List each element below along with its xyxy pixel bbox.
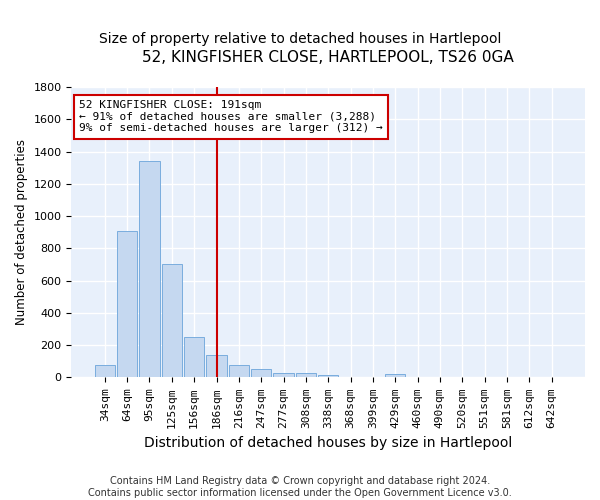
Bar bbox=[139, 161, 160, 378]
Bar bbox=[184, 337, 204, 378]
Bar bbox=[206, 355, 227, 378]
Y-axis label: Number of detached properties: Number of detached properties bbox=[15, 139, 28, 325]
X-axis label: Distribution of detached houses by size in Hartlepool: Distribution of detached houses by size … bbox=[144, 436, 512, 450]
Bar bbox=[251, 370, 271, 378]
Title: 52, KINGFISHER CLOSE, HARTLEPOOL, TS26 0GA: 52, KINGFISHER CLOSE, HARTLEPOOL, TS26 0… bbox=[142, 50, 514, 65]
Text: Size of property relative to detached houses in Hartlepool: Size of property relative to detached ho… bbox=[99, 32, 501, 46]
Bar bbox=[117, 230, 137, 378]
Bar bbox=[318, 375, 338, 378]
Bar bbox=[95, 364, 115, 378]
Text: Contains HM Land Registry data © Crown copyright and database right 2024.
Contai: Contains HM Land Registry data © Crown c… bbox=[88, 476, 512, 498]
Bar bbox=[274, 372, 293, 378]
Bar bbox=[385, 374, 405, 378]
Bar bbox=[162, 264, 182, 378]
Text: 52 KINGFISHER CLOSE: 191sqm
← 91% of detached houses are smaller (3,288)
9% of s: 52 KINGFISHER CLOSE: 191sqm ← 91% of det… bbox=[79, 100, 383, 134]
Bar bbox=[229, 364, 249, 378]
Bar bbox=[296, 374, 316, 378]
